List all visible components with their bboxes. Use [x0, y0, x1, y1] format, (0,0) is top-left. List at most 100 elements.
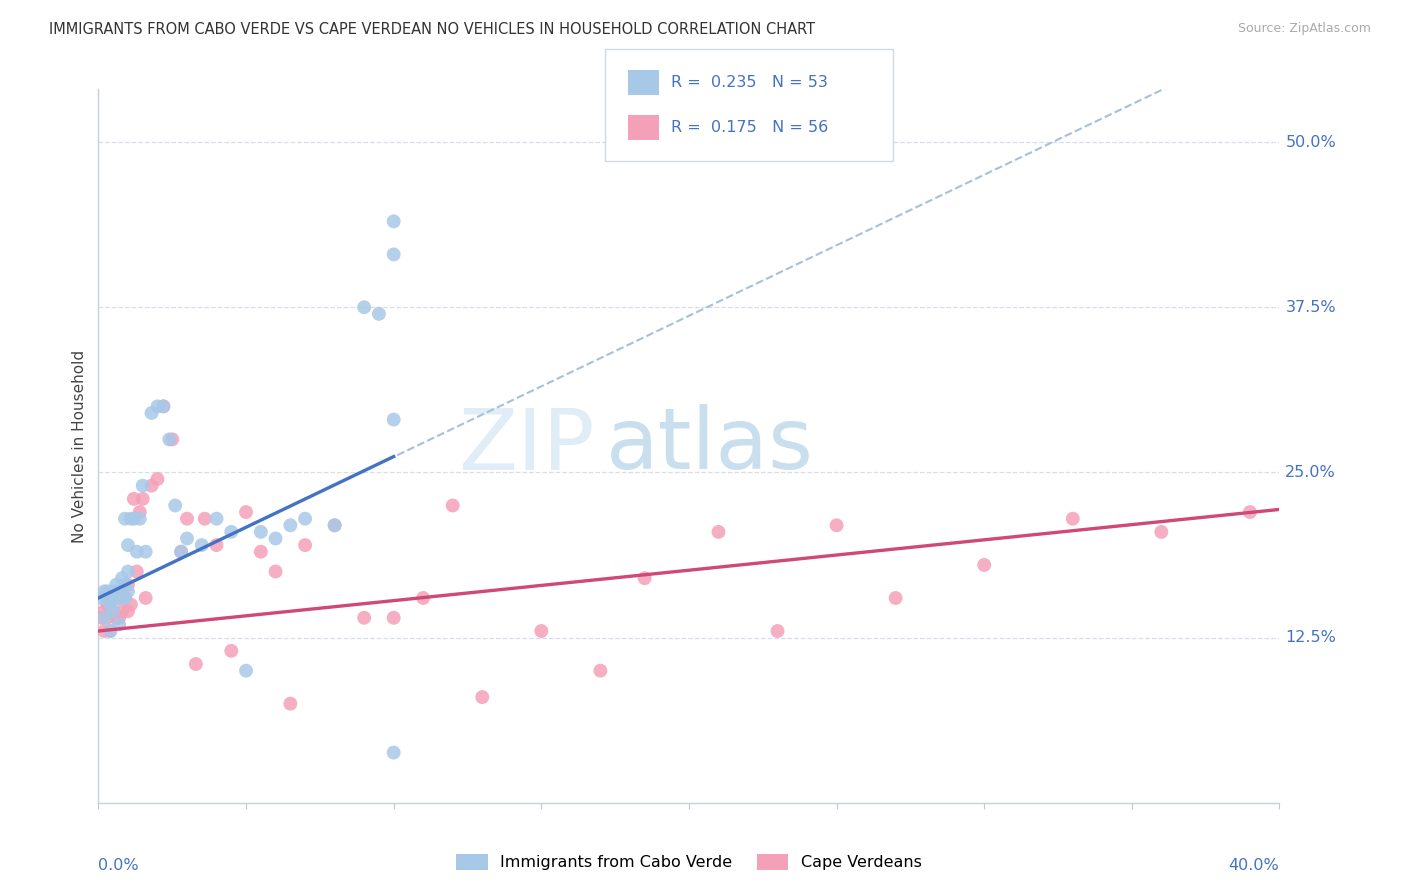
Point — [353, 300, 375, 314]
Point — [176, 532, 198, 546]
Point — [235, 505, 257, 519]
Point — [98, 624, 121, 638]
Point — [117, 604, 139, 618]
Point — [122, 491, 145, 506]
Text: atlas: atlas — [606, 404, 814, 488]
Point — [205, 511, 228, 525]
Point — [382, 746, 405, 760]
Point — [382, 412, 405, 426]
Text: Source: ZipAtlas.com: Source: ZipAtlas.com — [1237, 22, 1371, 36]
Point — [368, 307, 391, 321]
Point — [146, 472, 169, 486]
Point — [471, 690, 494, 704]
Text: R =  0.175   N = 56: R = 0.175 N = 56 — [671, 120, 828, 135]
Y-axis label: No Vehicles in Household: No Vehicles in Household — [72, 350, 87, 542]
Point — [135, 591, 157, 605]
Point — [105, 611, 128, 625]
Point — [132, 478, 155, 492]
Point — [441, 499, 464, 513]
Point — [264, 565, 287, 579]
Point — [105, 591, 128, 605]
Point — [108, 591, 131, 605]
Point — [117, 584, 139, 599]
Point — [278, 697, 302, 711]
Point — [93, 584, 115, 599]
Point — [141, 406, 163, 420]
Point — [125, 545, 148, 559]
Point — [103, 591, 125, 605]
Point — [707, 524, 730, 539]
Point — [152, 400, 174, 414]
Point — [111, 584, 134, 599]
Point — [108, 591, 131, 605]
Point — [117, 538, 139, 552]
Point — [108, 611, 131, 625]
Point — [108, 584, 131, 599]
Point — [1062, 511, 1084, 525]
Point — [141, 478, 163, 492]
Text: 12.5%: 12.5% — [1285, 630, 1336, 645]
Point — [278, 518, 302, 533]
Point — [294, 538, 316, 552]
Point — [103, 604, 125, 618]
Point — [323, 518, 346, 533]
Point — [93, 604, 115, 618]
Point — [589, 664, 612, 678]
Point — [382, 247, 405, 261]
Point — [973, 558, 995, 572]
Point — [114, 578, 136, 592]
Point — [111, 584, 134, 599]
Point — [250, 545, 273, 559]
Point — [96, 584, 118, 599]
Point — [105, 578, 128, 592]
Point — [294, 511, 316, 525]
Point — [766, 624, 789, 638]
Point — [114, 591, 136, 605]
Point — [120, 598, 142, 612]
Point — [120, 511, 142, 525]
Text: 50.0%: 50.0% — [1285, 135, 1336, 150]
Text: 25.0%: 25.0% — [1285, 465, 1336, 480]
Point — [132, 491, 155, 506]
Point — [135, 545, 157, 559]
Point — [157, 433, 180, 447]
Point — [235, 664, 257, 678]
Point — [103, 604, 125, 618]
Text: 37.5%: 37.5% — [1285, 300, 1336, 315]
Point — [98, 591, 121, 605]
Point — [93, 611, 115, 625]
Point — [382, 611, 405, 625]
Point — [122, 511, 145, 525]
Point — [108, 617, 131, 632]
Point — [1239, 505, 1261, 519]
Text: ZIP: ZIP — [458, 404, 595, 488]
Point — [176, 511, 198, 525]
Point — [184, 657, 207, 671]
Point — [633, 571, 655, 585]
Point — [111, 571, 134, 585]
Legend: Immigrants from Cabo Verde, Cape Verdeans: Immigrants from Cabo Verde, Cape Verdean… — [450, 847, 928, 877]
Text: IMMIGRANTS FROM CABO VERDE VS CAPE VERDEAN NO VEHICLES IN HOUSEHOLD CORRELATION : IMMIGRANTS FROM CABO VERDE VS CAPE VERDE… — [49, 22, 815, 37]
Point — [884, 591, 907, 605]
Point — [170, 545, 193, 559]
Point — [114, 511, 136, 525]
Point — [353, 611, 375, 625]
Point — [111, 604, 134, 618]
Point — [98, 591, 121, 605]
Point — [170, 545, 193, 559]
Point — [125, 565, 148, 579]
Point — [1150, 524, 1173, 539]
Point — [103, 591, 125, 605]
Point — [530, 624, 553, 638]
Point — [382, 214, 405, 228]
Point — [250, 524, 273, 539]
Point — [219, 524, 242, 539]
Point — [219, 644, 242, 658]
Point — [111, 591, 134, 605]
Point — [146, 400, 169, 414]
Point — [191, 538, 214, 552]
Point — [103, 584, 125, 599]
Point — [117, 565, 139, 579]
Point — [93, 624, 115, 638]
Point — [98, 624, 121, 638]
